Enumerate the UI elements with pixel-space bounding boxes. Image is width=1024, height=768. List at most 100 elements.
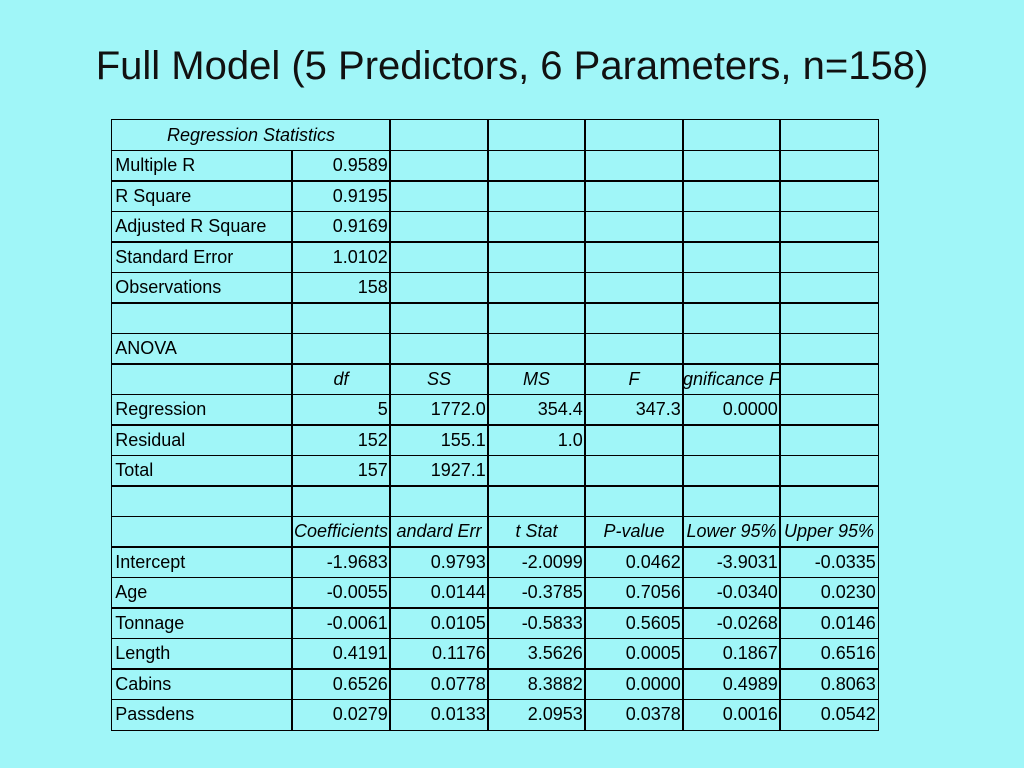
- cell-value: -0.0061: [326, 612, 388, 633]
- table-cell: Tonnage: [111, 607, 293, 640]
- table-cell: 0.4989: [682, 668, 781, 701]
- cell-value: 1927.1: [430, 460, 486, 481]
- cell-value: 0.0000: [625, 673, 681, 694]
- cell-value: 0.0378: [625, 704, 681, 725]
- column-header: Upper 95%: [783, 521, 875, 542]
- table-cell: Cabins: [111, 668, 293, 701]
- column-header: MS: [523, 368, 550, 389]
- cell-value: 0.6516: [820, 643, 876, 664]
- table-cell: [682, 454, 781, 487]
- table-cell: [584, 332, 684, 365]
- column-header: SS: [426, 368, 451, 389]
- cell-value: 3.5626: [527, 643, 583, 664]
- row-label: Residual: [115, 429, 186, 450]
- row-label: Total: [115, 460, 154, 481]
- table-cell: [779, 454, 879, 487]
- table-cell: [487, 180, 586, 213]
- table-cell: [487, 149, 586, 182]
- table-cell: [779, 210, 879, 243]
- row-label: ANOVA: [115, 338, 177, 359]
- table-cell: 0.0778: [389, 668, 489, 701]
- cell-value: -0.5833: [521, 612, 583, 633]
- table-cell: -0.0061: [291, 607, 391, 640]
- table-cell: [111, 302, 293, 335]
- table-cell: [779, 271, 879, 304]
- table-cell: [487, 454, 586, 487]
- table-cell: [682, 271, 781, 304]
- table-cell: [682, 302, 781, 335]
- table-cell: [779, 119, 879, 152]
- row-label: Standard Error: [115, 246, 234, 267]
- cell-value: 0.0146: [820, 612, 876, 633]
- table-cell: 155.1: [389, 424, 489, 457]
- cell-value: -3.9031: [716, 551, 778, 572]
- cell-value: 0.0279: [332, 704, 388, 725]
- row-label: Multiple R: [115, 155, 196, 176]
- table-cell: 8.3882: [487, 668, 586, 701]
- table-cell: [682, 119, 781, 152]
- table-cell: 0.6526: [291, 668, 391, 701]
- table-cell: Age: [111, 576, 293, 609]
- cell-value: -2.0099: [521, 551, 583, 572]
- table-cell: [389, 332, 489, 365]
- table-cell: 0.0279: [291, 698, 391, 731]
- table-cell: Coefficients: [291, 515, 391, 548]
- cell-value: 0.0016: [722, 704, 778, 725]
- table-cell: [111, 485, 293, 518]
- cell-value: 158: [357, 277, 388, 298]
- cell-value: 1.0: [557, 429, 583, 450]
- cell-value: 0.1176: [432, 643, 486, 664]
- table-cell: -0.5833: [487, 607, 586, 640]
- table-cell: 0.0462: [584, 546, 684, 579]
- row-label: Age: [115, 582, 148, 603]
- table-cell: 157: [291, 454, 391, 487]
- table-cell: Adjusted R Square: [111, 210, 293, 243]
- table-cell: [487, 302, 586, 335]
- table-cell: 1.0: [487, 424, 586, 457]
- table-cell: df: [291, 363, 391, 396]
- table-cell: 0.1867: [682, 637, 781, 670]
- table-cell: 1.0102: [291, 241, 391, 274]
- cell-value: 5: [377, 399, 388, 420]
- column-header: andard Err: [396, 521, 482, 542]
- table-cell: Multiple R: [111, 149, 293, 182]
- table-cell: Upper 95%: [779, 515, 879, 548]
- table-cell: R Square: [111, 180, 293, 213]
- table-cell: [487, 241, 586, 274]
- table-cell: [779, 393, 879, 426]
- cell-value: -0.0340: [716, 582, 778, 603]
- table-cell: 0.0146: [779, 607, 879, 640]
- table-cell: Regression Statistics: [111, 119, 391, 152]
- cell-value: 1772.0: [430, 399, 486, 420]
- table-cell: -3.9031: [682, 546, 781, 579]
- cell-value: 347.3: [635, 399, 681, 420]
- column-header: F: [628, 368, 640, 389]
- row-label: R Square: [115, 185, 192, 206]
- table-cell: 0.5605: [584, 607, 684, 640]
- table-cell: [487, 332, 586, 365]
- table-cell: [584, 454, 684, 487]
- table-cell: 0.0016: [682, 698, 781, 731]
- cell-value: 157: [357, 460, 388, 481]
- table-cell: [779, 149, 879, 182]
- table-cell: [389, 241, 489, 274]
- cell-value: 0.4989: [722, 673, 778, 694]
- table-cell: 3.5626: [487, 637, 586, 670]
- cell-value: 0.5605: [625, 612, 681, 633]
- table-cell: 2.0953: [487, 698, 586, 731]
- cell-value: -1.9683: [326, 551, 388, 572]
- table-cell: ANOVA: [111, 332, 293, 365]
- table-cell: 152: [291, 424, 391, 457]
- table-cell: 354.4: [487, 393, 586, 426]
- table-cell: 0.9195: [291, 180, 391, 213]
- table-cell: Length: [111, 637, 293, 670]
- cell-value: 1.0102: [332, 246, 388, 267]
- table-cell: 0.0000: [584, 668, 684, 701]
- table-cell: [584, 149, 684, 182]
- row-label: Regression: [115, 399, 207, 420]
- table-cell: 5: [291, 393, 391, 426]
- table-cell: P-value: [584, 515, 684, 548]
- table-cell: [584, 485, 684, 518]
- table-cell: [779, 241, 879, 274]
